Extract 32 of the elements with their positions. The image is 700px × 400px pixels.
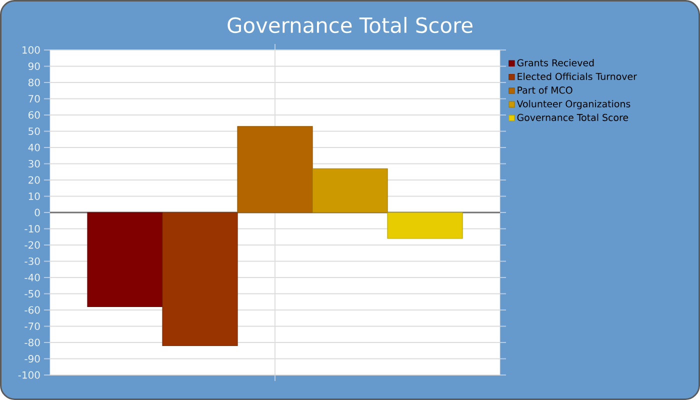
y-tick-label: 20: [28, 176, 40, 184]
chart-title: Governance Total Score: [228, 16, 472, 34]
y-tick-label: 0: [34, 208, 40, 216]
y-tick-label: 50: [28, 127, 40, 136]
y-tick-label: 100: [22, 46, 40, 54]
y-tick-label: 10: [28, 192, 40, 200]
bar: [237, 126, 313, 213]
y-tick-label: -60: [24, 306, 40, 314]
bar: [312, 168, 388, 213]
legend-label: Volunteer Organizations: [516, 100, 630, 110]
y-tick-label: -90: [24, 354, 40, 363]
y-tick-label: -100: [18, 371, 40, 379]
y-tick-label: -20: [24, 241, 40, 249]
y-tick-label: 40: [28, 144, 40, 152]
y-tick-label: 90: [28, 62, 40, 70]
y-tick-label: -50: [24, 290, 40, 298]
legend-label: Elected Officials Turnover: [518, 72, 637, 80]
bar: [162, 212, 238, 346]
y-tick-label: 60: [28, 111, 40, 119]
y-tick-label: 80: [28, 78, 40, 86]
y-tick-label: 70: [28, 94, 40, 103]
y-tick-label: -10: [24, 224, 40, 233]
legend-label: Grants Recieved: [517, 59, 594, 66]
legend-label: Part of MCO: [518, 86, 572, 94]
y-tick-label: -30: [24, 257, 40, 266]
y-tick-label: -80: [24, 338, 40, 346]
y-tick-label: 30: [28, 160, 40, 168]
bar: [87, 212, 163, 308]
y-tick-label: -40: [24, 274, 40, 282]
bar: [387, 212, 463, 239]
y-tick-label: -70: [24, 322, 40, 330]
legend-label: Governance Total Score: [517, 114, 628, 122]
